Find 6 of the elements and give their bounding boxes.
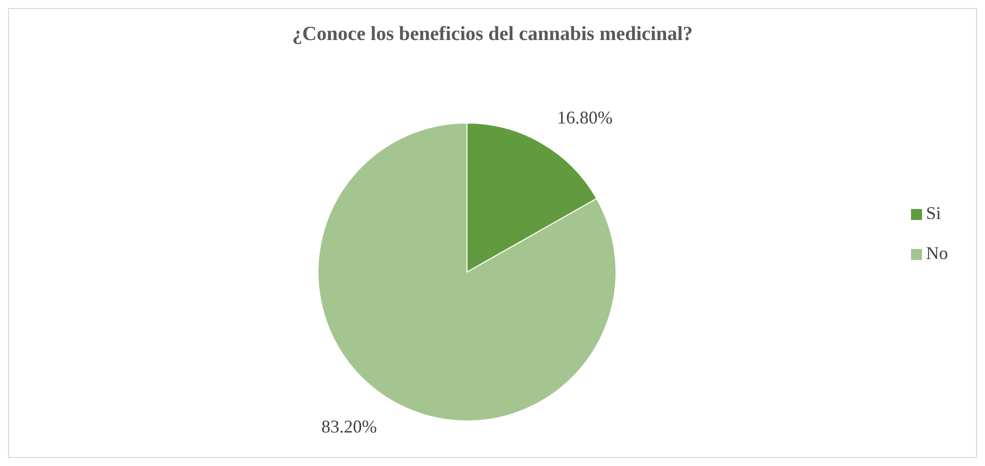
legend-label: Si xyxy=(926,203,942,223)
legend-label: No xyxy=(926,243,948,263)
data-label: 83.20% xyxy=(321,416,377,437)
data-label: 16.80% xyxy=(557,107,613,128)
pie-slice xyxy=(318,122,616,422)
chart-title: ¿Conoce los beneficios del cannabis medicinal? xyxy=(291,23,694,46)
